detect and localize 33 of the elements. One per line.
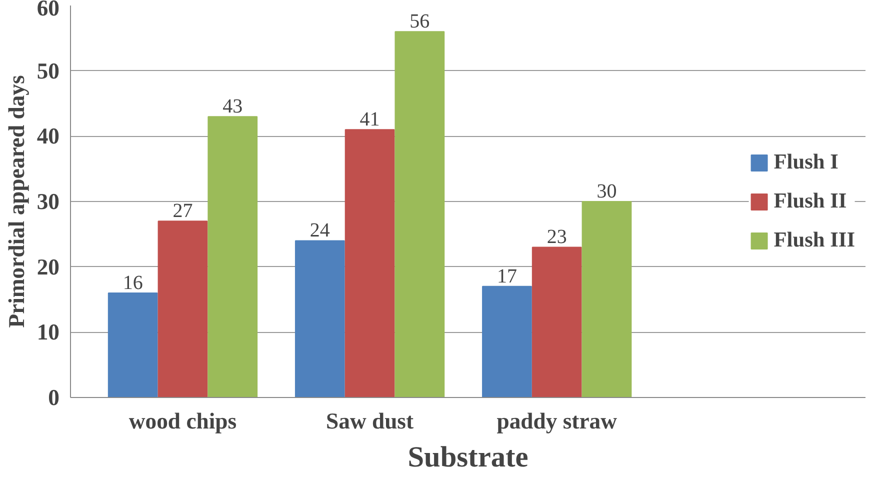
y-tick-label: 40 [36,124,60,149]
data-label: 24 [310,220,330,242]
x-tick-label: paddy straw [496,408,618,434]
data-label: 56 [410,10,430,33]
x-axis-title: Substrate [408,442,528,474]
bar [394,31,445,398]
data-label: 17 [496,265,517,288]
bar [344,129,395,398]
y-axis-title: Primordial appeared days [4,75,29,328]
data-label: 41 [360,108,380,131]
y-tick-label: 30 [36,189,60,214]
y-tick-label: 10 [36,320,60,345]
bar [108,292,158,398]
y-tick-label: 60 [36,0,60,20]
legend-label: Flush I [774,150,838,174]
x-tick-label: wood chips [128,408,237,434]
bar [482,286,532,398]
data-label: 16 [122,272,143,294]
data-label: 43 [222,96,243,118]
bar [158,220,208,398]
data-label: 23 [546,226,567,248]
bar [294,240,345,398]
y-tick-label: 0 [48,385,60,410]
y-tick-label: 50 [36,58,60,84]
legend-label: Flush II [774,188,847,214]
bar [582,201,632,398]
legend-label: Flush III [774,228,855,252]
data-label: 27 [172,200,193,222]
data-label: 30 [596,180,617,202]
bar [208,116,258,398]
x-tick-label: Saw dust [326,408,414,434]
y-tick-label: 20 [36,254,60,280]
bar [532,246,582,398]
